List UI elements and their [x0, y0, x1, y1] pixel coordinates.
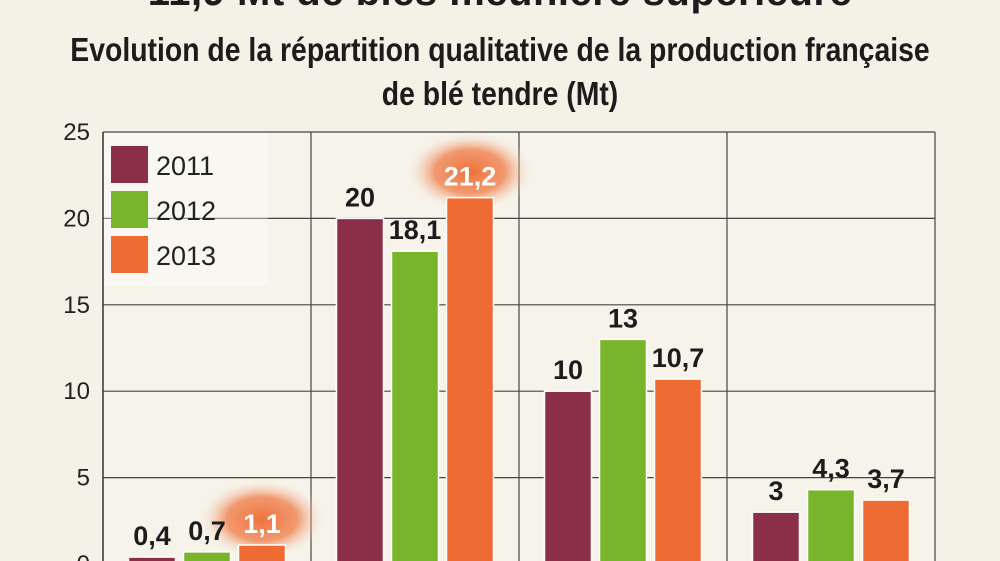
bar-2011: [543, 390, 593, 561]
data-label: 1,1: [243, 509, 281, 539]
bar-2012: [390, 250, 440, 561]
y-tick-label: 5: [77, 465, 90, 492]
y-tick-label: 15: [63, 292, 90, 319]
bar-2013: [237, 544, 287, 561]
bar-2011: [335, 217, 385, 561]
bar-2011: [751, 511, 801, 561]
data-label: 3: [768, 476, 783, 506]
bar-2013: [445, 196, 495, 561]
data-label: 20: [345, 182, 375, 212]
legend-label-2011: 2011: [156, 151, 214, 181]
legend-swatch-2012: [111, 191, 148, 228]
y-tick-label: 10: [63, 378, 90, 405]
highlight-glow: [198, 478, 326, 559]
bar-2013: [653, 378, 703, 561]
y-tick-label: 0: [77, 551, 90, 561]
y-tick-label: 20: [63, 205, 90, 232]
data-label: 21,2: [444, 162, 497, 192]
data-label: 4,3: [812, 454, 850, 484]
bar-2013: [861, 499, 911, 561]
data-label: 10,7: [652, 343, 705, 373]
chart-title: Evolution de la répartition qualitative …: [70, 31, 930, 112]
data-label: 18,1: [389, 215, 442, 245]
bar-2012: [598, 338, 648, 561]
highlight-glow: [406, 131, 534, 212]
bar-2012: [806, 488, 856, 561]
legend-swatch-2011: [111, 146, 148, 183]
data-label: 10: [553, 355, 583, 385]
data-label: 3,7: [867, 464, 905, 494]
bar-2011: [127, 556, 177, 561]
headline-cropped: 11,9 Mt de blés meunière supérieure: [0, 0, 1000, 15]
legend-label-2013: 2013: [156, 241, 216, 271]
data-label: 13: [608, 303, 638, 333]
data-label: 0,4: [133, 521, 171, 551]
bar-2012: [182, 551, 232, 561]
data-label: 0,7: [188, 516, 226, 546]
legend-label-2012: 2012: [156, 196, 216, 226]
y-tick-label: 25: [63, 119, 90, 146]
legend-swatch-2013: [111, 236, 148, 273]
